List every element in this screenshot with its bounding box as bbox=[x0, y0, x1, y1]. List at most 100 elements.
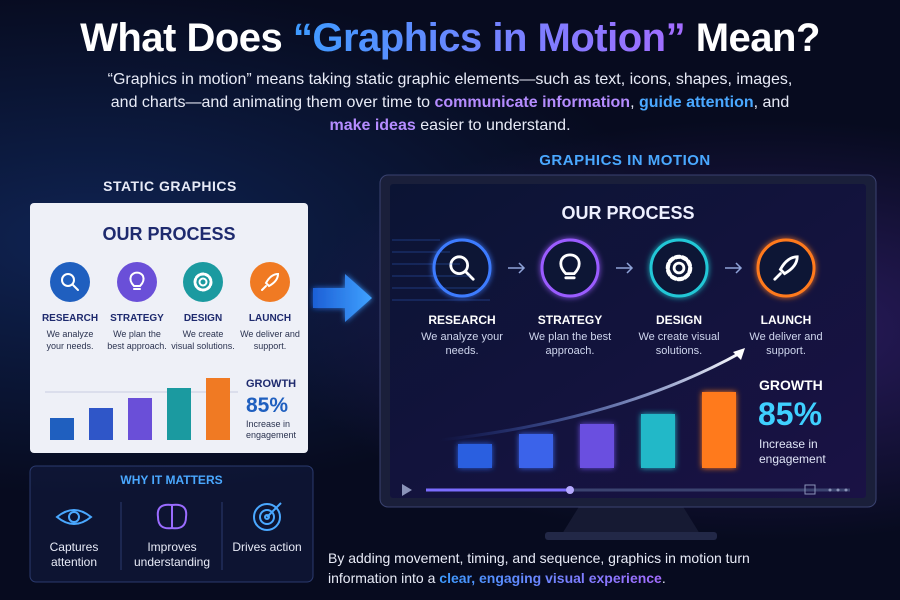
section-label: GRAPHICS IN MOTION bbox=[539, 152, 711, 169]
menu-dot[interactable] bbox=[844, 488, 848, 492]
icon-glyph bbox=[665, 254, 693, 282]
menu-dot[interactable] bbox=[828, 488, 832, 492]
intro-text: “Graphics in motion” means taking static… bbox=[107, 71, 793, 111]
intro: “Graphics in motion” means taking static… bbox=[105, 68, 795, 137]
progress-handle[interactable] bbox=[566, 486, 574, 494]
icon-glyph bbox=[672, 261, 686, 275]
step-title: RESEARCH bbox=[428, 313, 496, 327]
monitor-base bbox=[545, 532, 717, 540]
page-title: What Does “Graphics in Motion” Mean? bbox=[0, 16, 900, 61]
step-desc: We create visual solutions. bbox=[171, 329, 235, 351]
why-icon bbox=[266, 502, 282, 518]
growth-desc: Increase in engagement bbox=[759, 437, 826, 466]
growth-curve bbox=[439, 350, 743, 442]
footer-text: . bbox=[661, 570, 666, 586]
icon-glyph bbox=[129, 271, 145, 287]
footer-text: By adding movement, timing, and sequence… bbox=[328, 550, 750, 586]
icon-glyph bbox=[261, 285, 267, 291]
step-desc: We plan the best approach. bbox=[528, 331, 612, 357]
decorative-bar bbox=[50, 418, 74, 440]
why-icon bbox=[55, 509, 93, 525]
intro-highlight: communicate information bbox=[434, 94, 631, 111]
monitor-stand bbox=[562, 505, 700, 534]
decorative-bar bbox=[89, 408, 113, 440]
step-title: STRATEGY bbox=[110, 313, 164, 324]
decorative-bar bbox=[206, 378, 230, 440]
step-arrow bbox=[616, 262, 634, 274]
why-title: WHY IT MATTERS bbox=[120, 473, 223, 487]
icon-glyph bbox=[61, 273, 75, 287]
step-icon bbox=[250, 262, 290, 302]
intro-text: , bbox=[630, 94, 639, 111]
why-icon bbox=[253, 503, 281, 531]
icon-glyph bbox=[264, 272, 280, 288]
intro-text: , and bbox=[753, 94, 790, 111]
step-title: LAUNCH bbox=[760, 313, 812, 327]
step-title: LAUNCH bbox=[248, 313, 292, 324]
icon-glyph bbox=[71, 283, 79, 291]
growth-value: 85% bbox=[758, 396, 823, 432]
screen-title: OUR PROCESS bbox=[561, 203, 695, 223]
step-icon bbox=[432, 238, 492, 298]
footer: By adding movement, timing, and sequence… bbox=[328, 548, 798, 588]
why-icon bbox=[68, 511, 80, 523]
transition-arrow bbox=[313, 274, 372, 322]
why-icon bbox=[156, 503, 188, 530]
intro-highlight: guide attention bbox=[638, 94, 754, 111]
why-icon bbox=[259, 509, 275, 525]
step-arrow bbox=[725, 262, 743, 274]
section-label: STATIC GRAPHICS bbox=[103, 178, 237, 194]
icon-glyph bbox=[449, 255, 470, 276]
step-desc: We deliver and support. bbox=[749, 331, 823, 357]
growth-desc: Increase in engagement bbox=[246, 419, 297, 440]
growth-arrowhead bbox=[733, 348, 745, 360]
static-card bbox=[30, 203, 308, 453]
why-item: Improves understanding bbox=[133, 540, 211, 569]
growth-label: GROWTH bbox=[759, 377, 823, 393]
step-desc: We analyze your needs. bbox=[421, 331, 503, 357]
why-item: Captures attention bbox=[49, 540, 99, 569]
step-title: DESIGN bbox=[183, 313, 223, 324]
why-item: Drives action bbox=[232, 540, 302, 554]
footer-highlight: clear, engaging visual experience bbox=[439, 570, 662, 586]
step-icon bbox=[540, 238, 600, 298]
decorative-bar bbox=[580, 424, 614, 468]
icon-glyph bbox=[193, 272, 213, 292]
step-desc: We deliver and support. bbox=[240, 329, 300, 351]
decorative-bar bbox=[167, 388, 191, 440]
card-title: OUR PROCESS bbox=[102, 224, 236, 244]
step-desc: We plan the best approach. bbox=[107, 329, 167, 351]
step-icon bbox=[50, 262, 90, 302]
play-button[interactable] bbox=[402, 484, 412, 496]
fullscreen-button[interactable] bbox=[804, 484, 816, 495]
menu-dot[interactable] bbox=[836, 488, 840, 492]
why-icon bbox=[264, 514, 270, 520]
title-text: What Does bbox=[80, 16, 293, 60]
growth-value: 85% bbox=[246, 394, 289, 417]
decorative-bar bbox=[128, 398, 152, 440]
growth-label: GROWTH bbox=[246, 378, 297, 390]
step-arrow bbox=[508, 262, 526, 274]
step-desc: We create visual solutions. bbox=[638, 331, 720, 357]
step-title: DESIGN bbox=[655, 313, 702, 327]
intro-highlight: make ideas bbox=[329, 117, 416, 134]
step-title: RESEARCH bbox=[41, 313, 99, 324]
title-text: Mean? bbox=[685, 16, 821, 60]
monitor-screen bbox=[390, 184, 866, 498]
step-icon bbox=[756, 238, 816, 298]
step-icon bbox=[649, 238, 709, 298]
decorative-bar bbox=[519, 434, 553, 468]
icon-glyph bbox=[559, 253, 581, 275]
decorative-bar bbox=[458, 444, 492, 468]
motion-graphics bbox=[392, 238, 816, 468]
step-icon bbox=[183, 262, 223, 302]
intro-text: easier to understand. bbox=[415, 117, 571, 134]
decorative-bar bbox=[641, 414, 675, 468]
icon-glyph bbox=[778, 255, 799, 276]
icon-glyph bbox=[198, 277, 208, 287]
title-highlight: “Graphics in Motion” bbox=[292, 16, 686, 60]
step-title: STRATEGY bbox=[537, 313, 603, 327]
